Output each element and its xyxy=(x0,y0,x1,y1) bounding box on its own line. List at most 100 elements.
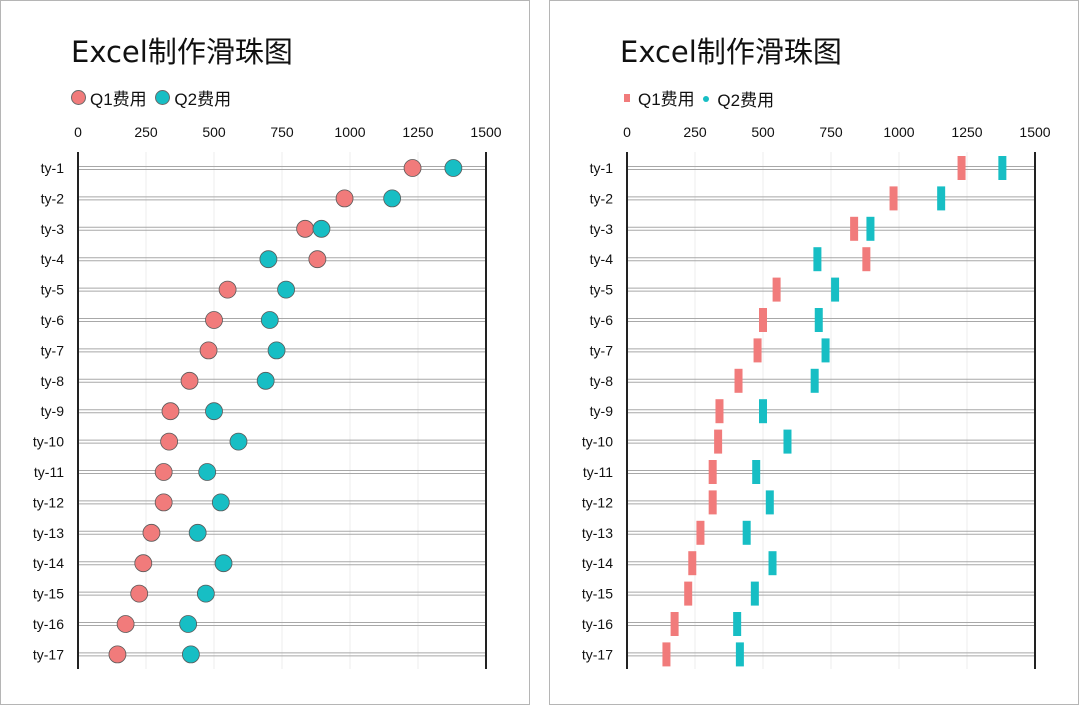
data-point-q1 xyxy=(142,523,161,542)
data-bar-q1 xyxy=(862,247,871,272)
data-point-q2 xyxy=(267,341,286,360)
legend-label-q2: Q2费用 xyxy=(717,91,775,110)
category-label: ty-6 xyxy=(590,312,614,328)
x-tick-label: 0 xyxy=(623,124,631,140)
category-label: ty-8 xyxy=(41,373,65,389)
legend-item-q1: Q1费用 xyxy=(620,85,695,110)
category-label: ty-5 xyxy=(41,282,65,298)
data-point-q1 xyxy=(108,645,127,664)
category-label: ty-5 xyxy=(590,282,614,298)
category-label: ty-2 xyxy=(41,190,65,206)
legend: Q1费用 Q2费用 xyxy=(71,85,235,110)
x-tick-label: 250 xyxy=(134,124,158,140)
data-bar-q2 xyxy=(735,642,744,667)
data-point-q2 xyxy=(196,584,215,603)
data-point-q2 xyxy=(211,493,230,512)
x-tick-label: 1500 xyxy=(470,124,501,140)
data-bar-q2 xyxy=(768,551,777,576)
plot-area: 0 250 500 750 1000 1250 1500 ty-1 ty-2 ty-3 ty-4 ty… xyxy=(582,124,1051,669)
legend-item-q2: Q2费用 xyxy=(703,86,774,111)
legend: Q1费用 Q2费用 xyxy=(620,85,778,111)
category-label: ty-17 xyxy=(582,646,613,662)
data-bar-q2 xyxy=(752,460,761,484)
data-bar-q2 xyxy=(765,490,774,515)
category-label: ty-10 xyxy=(33,434,64,450)
data-point-q1 xyxy=(154,463,173,481)
category-label: ty-16 xyxy=(33,616,64,632)
data-bar-q2 xyxy=(866,216,875,241)
data-point-q1 xyxy=(130,584,149,603)
category-label: ty-3 xyxy=(590,221,614,237)
category-label: ty-2 xyxy=(590,190,614,206)
data-bar-q1 xyxy=(708,490,717,515)
data-point-q1 xyxy=(180,371,199,390)
data-point-q1 xyxy=(296,219,315,238)
data-bar-q2 xyxy=(821,338,830,363)
legend-marker-q1 xyxy=(71,90,86,105)
data-bar-q1 xyxy=(957,156,966,180)
category-label: ty-14 xyxy=(33,555,64,571)
data-point-q1 xyxy=(134,554,153,573)
x-tick-label: 0 xyxy=(74,124,82,140)
data-bar-q1 xyxy=(715,399,724,424)
data-point-q2 xyxy=(277,280,295,299)
data-point-q1 xyxy=(308,250,327,269)
x-tick-label: 500 xyxy=(751,124,775,140)
data-bar-q1 xyxy=(696,520,705,545)
data-point-q2 xyxy=(260,311,279,329)
data-bar-q1 xyxy=(714,429,723,454)
chart-panel-bars: Excel制作滑珠图 Q1费用 Q2费用 0 250 500 750 1000 1250 1… xyxy=(549,0,1079,705)
data-bar-q1 xyxy=(684,581,693,606)
category-label: ty-6 xyxy=(41,312,65,328)
data-bar-q2 xyxy=(742,520,751,545)
legend-marker-q2 xyxy=(703,95,710,102)
data-bar-q1 xyxy=(753,338,762,363)
category-label: ty-10 xyxy=(582,434,613,450)
data-bar-q1 xyxy=(670,612,679,636)
data-bar-q2 xyxy=(937,186,946,211)
category-label: ty-1 xyxy=(590,160,614,176)
data-point-q2 xyxy=(256,371,275,390)
data-point-q1 xyxy=(205,311,223,329)
data-bar-q1 xyxy=(734,368,743,393)
category-label: ty-1 xyxy=(41,160,65,176)
legend-item-q1: Q1费用 xyxy=(71,85,147,110)
chart-panel-circles: Excel制作滑珠图 Q1费用 Q2费用 0 250 500 750 1000 1250 1… xyxy=(0,0,530,705)
data-point-q2 xyxy=(229,432,248,451)
data-point-q1 xyxy=(403,159,422,177)
x-tick-label: 1250 xyxy=(402,124,433,140)
x-tick-label: 1000 xyxy=(334,124,365,140)
data-bar-q1 xyxy=(772,277,781,302)
data-point-q2 xyxy=(188,523,207,542)
data-point-q1 xyxy=(199,341,218,360)
data-bar-q2 xyxy=(998,156,1007,180)
category-label: ty-4 xyxy=(590,251,614,267)
category-label: ty-12 xyxy=(582,494,613,510)
legend-marker-q1 xyxy=(624,93,630,102)
category-label: ty-4 xyxy=(41,251,65,267)
data-bar-q1 xyxy=(688,551,697,576)
data-bar-q2 xyxy=(750,581,759,606)
data-point-q2 xyxy=(181,645,200,664)
data-point-q2 xyxy=(179,615,198,633)
category-label: ty-11 xyxy=(583,464,613,480)
legend-marker-q2 xyxy=(155,90,171,105)
x-tick-label: 1250 xyxy=(951,124,982,140)
category-label: ty-9 xyxy=(41,403,65,419)
category-label: ty-3 xyxy=(41,221,65,237)
data-bar-q2 xyxy=(810,368,819,393)
data-point-q1 xyxy=(154,493,173,512)
data-bar-q2 xyxy=(813,247,822,272)
data-point-q2 xyxy=(383,189,402,208)
category-label: ty-11 xyxy=(34,464,64,480)
data-bar-q2 xyxy=(831,277,840,302)
x-tick-label: 250 xyxy=(683,124,707,140)
data-bar-q1 xyxy=(850,216,859,241)
category-label: ty-14 xyxy=(582,555,613,571)
category-label: ty-17 xyxy=(33,646,64,662)
data-bar-q2 xyxy=(733,612,742,636)
data-bar-q2 xyxy=(814,308,823,332)
category-label: ty-15 xyxy=(33,586,64,602)
x-tick-label: 750 xyxy=(270,124,294,140)
category-label: ty-13 xyxy=(582,525,613,541)
